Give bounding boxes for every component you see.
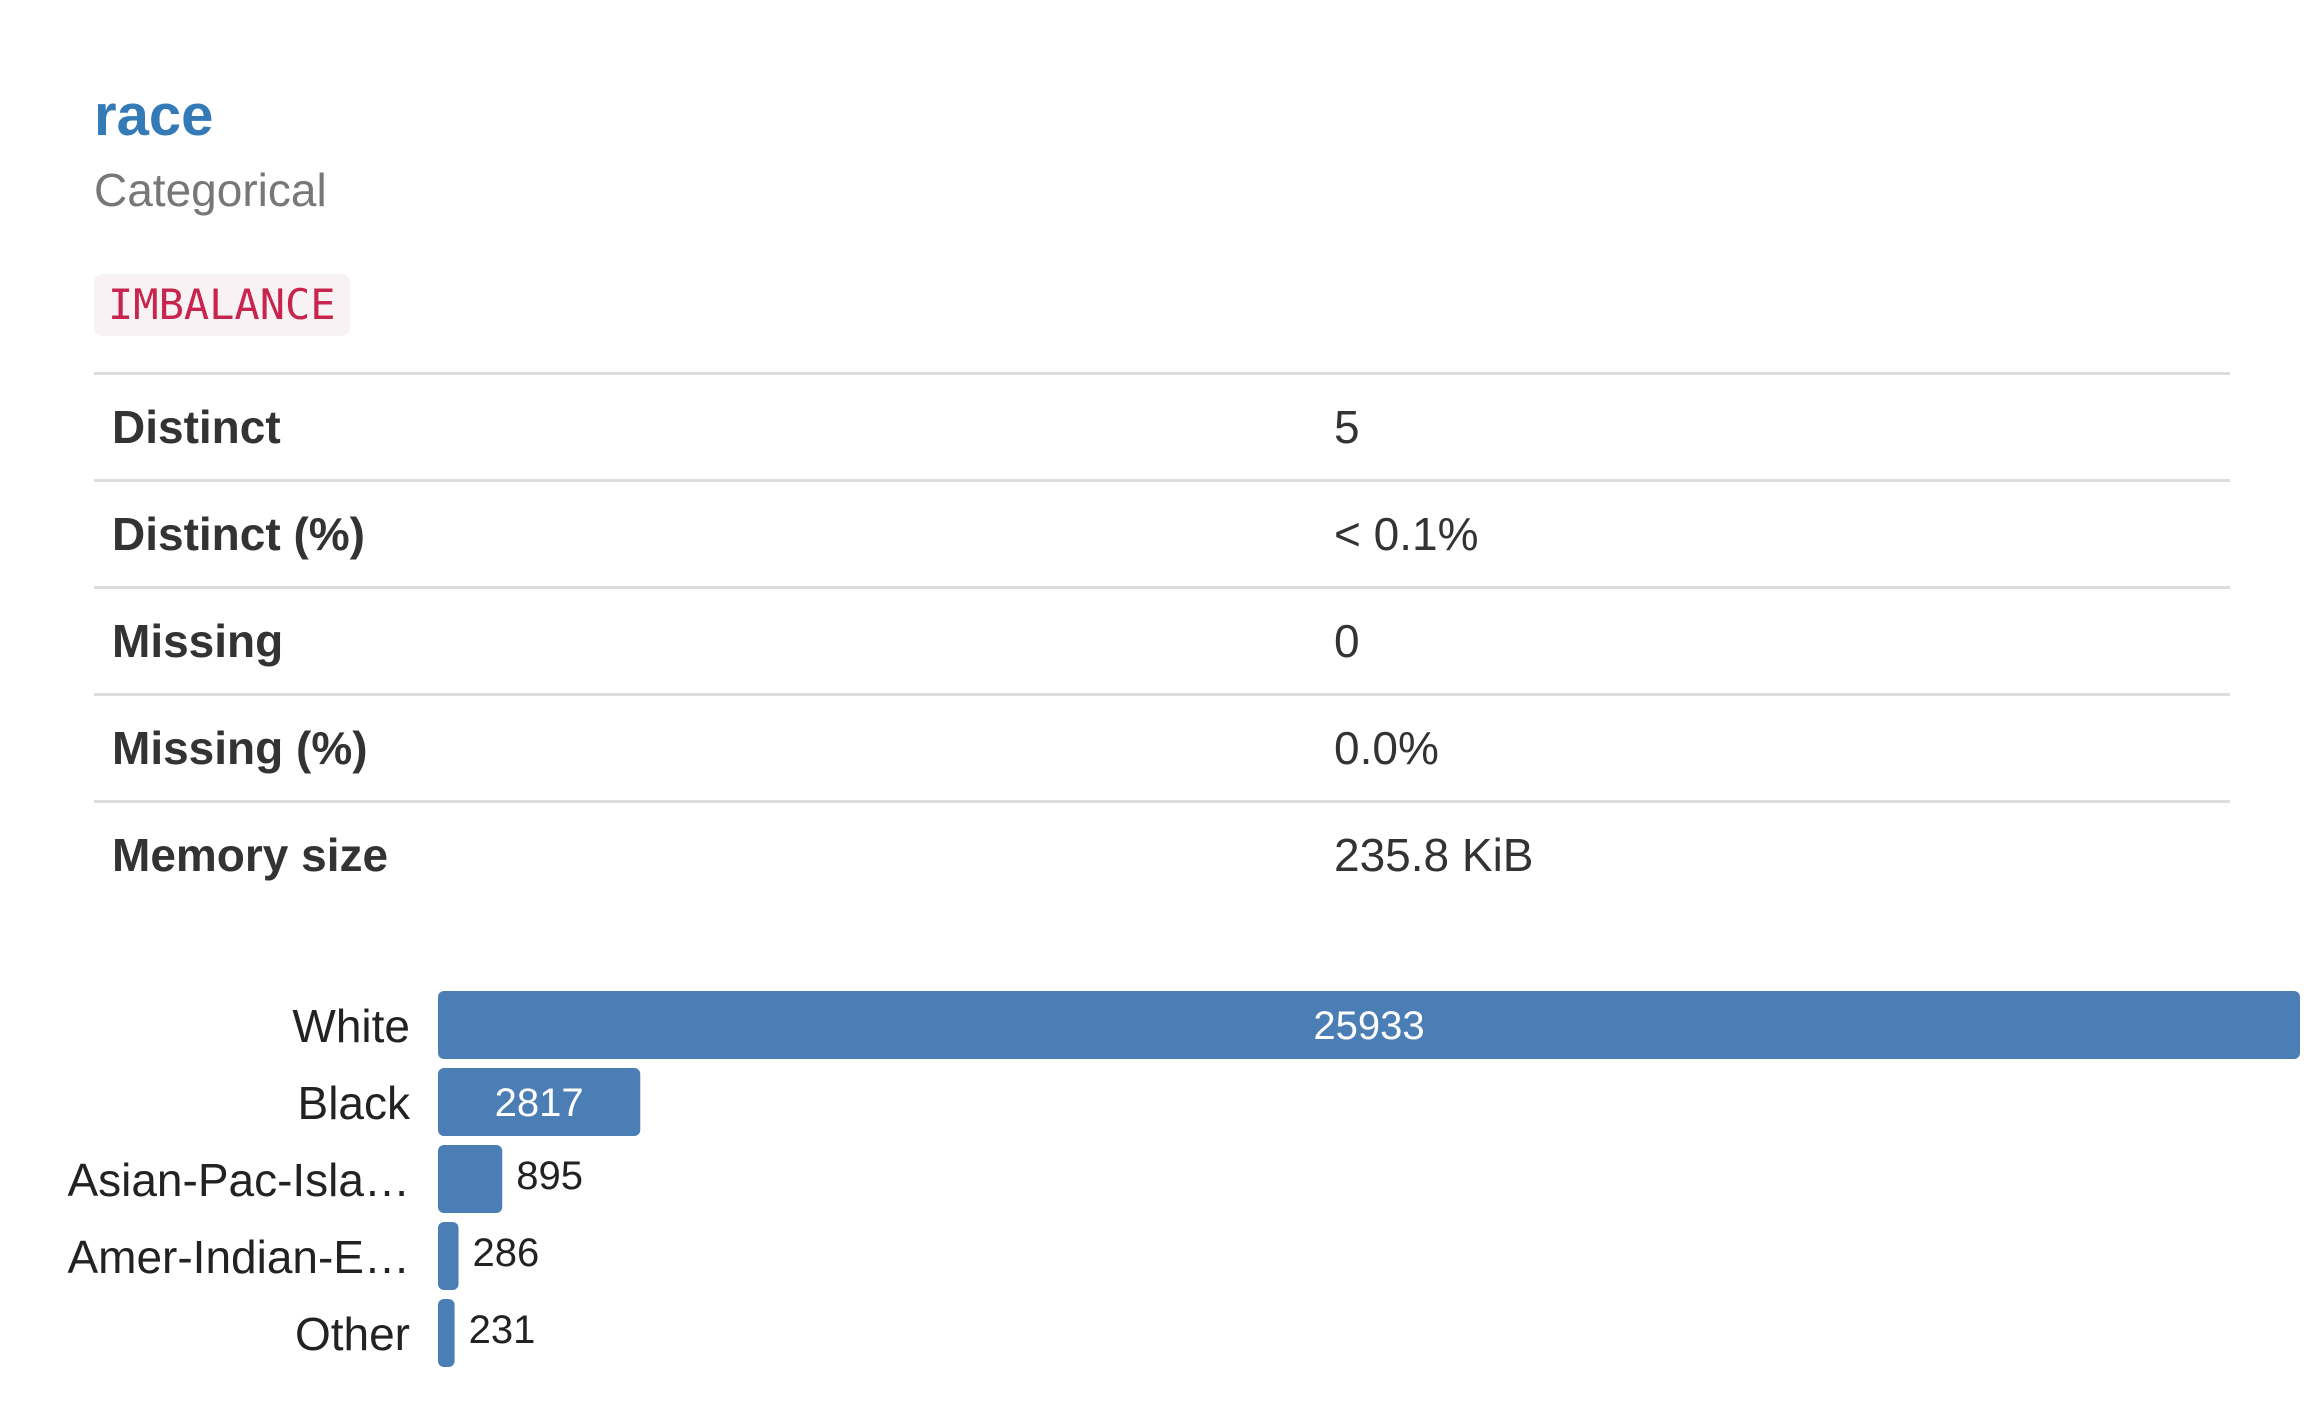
variable-name[interactable]: race: [94, 83, 214, 148]
stat-label: Missing (%): [94, 693, 1316, 802]
stat-label: Missing: [94, 586, 1316, 695]
bar: [438, 991, 2300, 1059]
bar-value-label: 2817: [495, 1081, 584, 1125]
stats-row-distinct-pct: Distinct (%) < 0.1%: [94, 479, 2230, 588]
bar-value-label: 286: [473, 1231, 540, 1275]
stat-value: 0.0%: [1316, 693, 2230, 802]
stat-value: 0: [1316, 586, 2230, 695]
stat-label: Memory size: [94, 800, 1316, 907]
stats-row-missing-pct: Missing (%) 0.0%: [94, 693, 2230, 802]
bar: [438, 1299, 455, 1367]
bar: [438, 1068, 641, 1136]
bar-value-label: 231: [469, 1308, 536, 1352]
category-label: Amer-Indian-E…: [67, 1231, 410, 1283]
category-label: White: [292, 1000, 410, 1052]
category-label: Asian-Pac-Isla…: [67, 1154, 410, 1206]
stats-row-memory-size: Memory size 235.8 KiB: [94, 800, 2230, 907]
variable-type: Categorical: [94, 164, 327, 216]
stats-row-distinct: Distinct 5: [94, 372, 2230, 481]
stat-label: Distinct (%): [94, 479, 1316, 588]
bar-value-label: 25933: [1313, 1004, 1424, 1048]
stats-row-missing: Missing 0: [94, 586, 2230, 695]
stat-value: 235.8 KiB: [1316, 800, 2230, 907]
bar: [438, 1222, 459, 1290]
stat-value: 5: [1316, 372, 2230, 481]
stat-label: Distinct: [94, 372, 1316, 481]
stats-table: Distinct 5 Distinct (%) < 0.1% Missing 0…: [94, 372, 2230, 907]
stat-value: < 0.1%: [1316, 479, 2230, 588]
category-label: Black: [298, 1077, 411, 1129]
category-frequency-chart: White 25933 Black 2817 Asian-Pac-Isla… 895 Ame…: [67, 991, 2300, 1367]
bar-value-label: 895: [516, 1154, 583, 1198]
category-label: Other: [295, 1308, 410, 1360]
bar: [438, 1145, 503, 1213]
imbalance-badge: IMBALANCE: [94, 274, 350, 336]
